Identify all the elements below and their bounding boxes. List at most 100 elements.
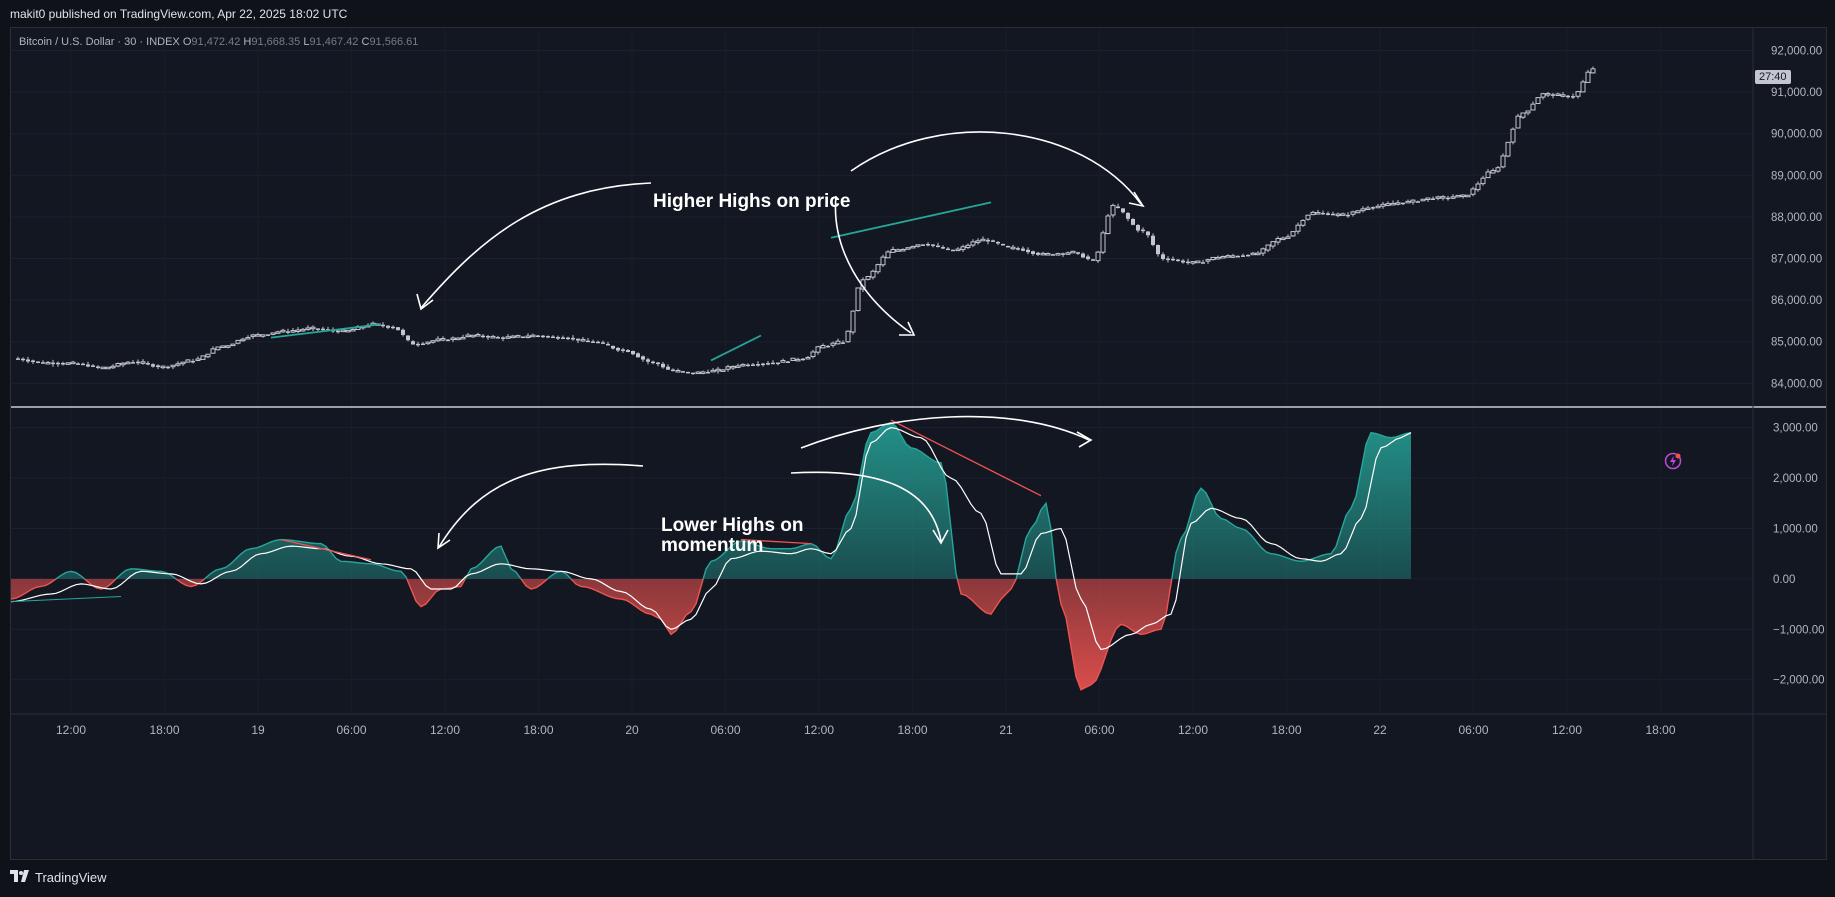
candle (515, 334, 521, 338)
time-tick-label: 12:00 (1178, 723, 1208, 737)
time-tick-label: 20 (625, 723, 639, 737)
candle (486, 334, 490, 340)
candle (766, 360, 770, 366)
candle (1480, 175, 1486, 186)
candle (1560, 92, 1566, 98)
candle (110, 364, 116, 369)
candle (406, 335, 410, 342)
candle (1265, 244, 1271, 253)
candle (771, 360, 775, 365)
published-text: makit0 published on TradingView.com, Apr… (10, 7, 348, 21)
candle (720, 369, 726, 372)
candle (786, 360, 790, 363)
momentum-divergence-lower-high-1[interactable] (280, 538, 372, 561)
candle (36, 361, 40, 364)
candle (1006, 245, 1010, 248)
chart-canvas[interactable]: 92,000.00 91,000.00 90,000.00 89,000.00 88,0… (11, 28, 1826, 859)
momentum-axis[interactable]: 3,000.00 2,000.00 1,000.00 0.00 −1,000.00 −2,… (1773, 423, 1824, 687)
time-axis[interactable]: 12:00 18:00 19 06:00 12:00 18:00 20 06:00 12:00 1… (56, 723, 1676, 737)
candle (936, 242, 940, 248)
candle (1225, 254, 1231, 258)
candle (185, 359, 191, 363)
candle (1220, 255, 1226, 259)
candle (1065, 251, 1071, 255)
candle (435, 336, 441, 342)
candle (735, 363, 741, 368)
candle (1545, 91, 1551, 97)
tradingview-logo[interactable]: TradingView (10, 870, 107, 885)
candle (631, 350, 635, 356)
price-trendline-higher-high-3[interactable] (830, 201, 992, 239)
candle (1505, 141, 1511, 158)
candle (1520, 112, 1526, 119)
candle (31, 359, 35, 364)
candle (1036, 251, 1040, 257)
candle (1515, 113, 1521, 129)
price-tick-label: 88,000.00 (1771, 212, 1822, 224)
price-axis[interactable]: 92,000.00 91,000.00 90,000.00 89,000.00 88,0… (1771, 45, 1822, 390)
candle (865, 275, 871, 281)
candle (530, 333, 536, 338)
candle (275, 330, 281, 334)
candle (651, 360, 655, 365)
candle (1525, 110, 1531, 116)
candle (270, 332, 276, 336)
candle (266, 334, 270, 336)
price-trendline-higher-high-2[interactable] (710, 334, 762, 362)
candle (616, 347, 620, 353)
candle (1141, 227, 1145, 234)
candle (255, 332, 261, 337)
arrow-to-lh-2 (790, 471, 942, 542)
time-tick-label: 22 (1373, 723, 1387, 737)
candle (1495, 166, 1501, 173)
candle (225, 344, 231, 349)
high-value: 91,668.35 (251, 36, 301, 48)
candle (460, 334, 466, 340)
candle (1021, 246, 1025, 252)
candle (1055, 252, 1061, 256)
candle (1446, 195, 1450, 201)
candle (975, 238, 981, 245)
price-tick-label: 84,000.00 (1771, 378, 1822, 390)
candle (1126, 211, 1130, 222)
candle (1275, 236, 1281, 245)
arrow-head-hh-2 (899, 321, 916, 336)
candle (571, 335, 575, 341)
lightning-alert-icon[interactable] (1664, 452, 1682, 470)
candle (661, 362, 665, 369)
symbol-legend[interactable]: Bitcoin / U.S. Dollar · 30 · INDEX O91,4… (19, 36, 418, 48)
momentum-divergence-lower-high-3[interactable] (890, 419, 1042, 497)
candle (810, 349, 816, 359)
arrow-to-hh-1 (420, 182, 652, 309)
candle (700, 370, 706, 375)
candle (885, 250, 891, 259)
candle (855, 287, 861, 312)
candle (1166, 256, 1170, 263)
candle (1490, 168, 1496, 174)
candle (965, 243, 971, 250)
momentum-divergence-lower-high-2[interactable] (740, 538, 812, 545)
candle (425, 341, 431, 345)
candle (795, 357, 801, 362)
candle (830, 341, 836, 348)
price-trendline-higher-high-1[interactable] (270, 323, 382, 339)
candle (430, 340, 436, 344)
candle (691, 372, 695, 375)
candle (1246, 254, 1250, 257)
candle (841, 340, 845, 344)
candle (870, 269, 876, 280)
candle (180, 361, 186, 366)
candle (21, 357, 25, 362)
candle (96, 365, 100, 370)
candle (921, 244, 925, 246)
candle (1186, 258, 1190, 265)
candle (815, 345, 821, 355)
annotation-higher-highs: Higher Highs on price (653, 191, 851, 212)
candle (1510, 127, 1516, 145)
candle (91, 364, 95, 367)
candle (205, 353, 211, 359)
candle (81, 362, 85, 366)
arrow-to-lh-1 (438, 463, 644, 548)
momentum-tick-label: 0.00 (1773, 574, 1795, 586)
chart-container[interactable]: 92,000.00 91,000.00 90,000.00 89,000.00 88,0… (10, 27, 1827, 860)
